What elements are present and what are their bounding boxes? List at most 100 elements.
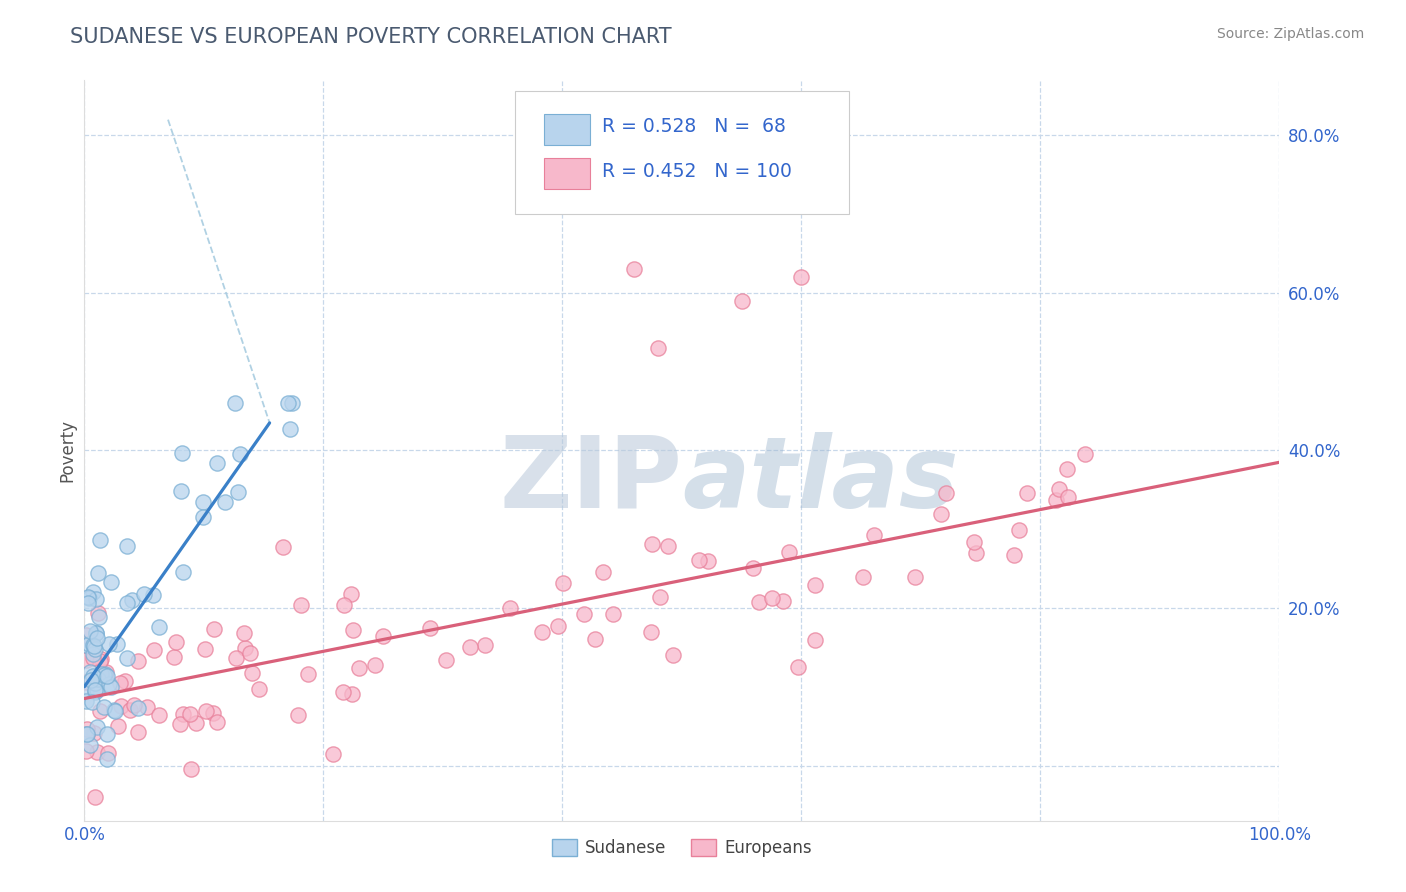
Point bbox=[322, 747, 344, 761]
Point bbox=[650, 590, 672, 604]
Legend: Sudanese, Europeans: Sudanese, Europeans bbox=[546, 832, 818, 864]
Point bbox=[117, 596, 139, 610]
Point bbox=[75, 693, 97, 707]
Point bbox=[641, 536, 664, 550]
Point bbox=[93, 667, 115, 681]
Point bbox=[205, 456, 228, 470]
Point bbox=[115, 650, 138, 665]
Point bbox=[232, 626, 254, 640]
Point bbox=[574, 607, 596, 621]
Point bbox=[778, 545, 800, 559]
Point bbox=[863, 528, 886, 542]
Point bbox=[474, 638, 496, 652]
Point bbox=[89, 705, 111, 719]
Point bbox=[172, 565, 194, 579]
Point bbox=[96, 752, 118, 766]
Point bbox=[852, 569, 875, 583]
Point bbox=[84, 676, 107, 690]
Point bbox=[332, 685, 354, 699]
Point bbox=[364, 658, 387, 673]
Point bbox=[214, 495, 236, 509]
Point bbox=[79, 665, 101, 679]
Point bbox=[179, 706, 201, 721]
Point bbox=[77, 596, 100, 610]
Point bbox=[84, 592, 107, 607]
Point bbox=[86, 683, 108, 698]
Point bbox=[191, 509, 214, 524]
Point bbox=[90, 652, 112, 666]
Text: ZIP: ZIP bbox=[499, 432, 682, 529]
Point bbox=[86, 631, 108, 645]
Point bbox=[803, 633, 825, 648]
Point bbox=[114, 673, 136, 688]
Point bbox=[226, 484, 249, 499]
Text: Source: ZipAtlas.com: Source: ZipAtlas.com bbox=[1216, 27, 1364, 41]
Point bbox=[547, 618, 569, 632]
Point bbox=[127, 701, 149, 715]
Point bbox=[347, 660, 370, 674]
Point bbox=[172, 446, 194, 460]
Point bbox=[121, 593, 143, 607]
Point bbox=[247, 681, 270, 696]
Point bbox=[202, 623, 225, 637]
Point bbox=[647, 341, 669, 355]
Point bbox=[148, 707, 170, 722]
Point bbox=[516, 191, 538, 205]
Point bbox=[458, 640, 481, 654]
Point bbox=[86, 625, 108, 640]
Point bbox=[75, 744, 97, 758]
Point bbox=[110, 699, 132, 714]
Point bbox=[90, 667, 112, 681]
Point bbox=[163, 650, 186, 665]
Point bbox=[97, 637, 120, 651]
Point bbox=[97, 746, 120, 760]
Point bbox=[76, 722, 98, 736]
Point bbox=[77, 590, 100, 604]
Point bbox=[1008, 523, 1031, 537]
Point bbox=[142, 588, 165, 602]
Point bbox=[225, 650, 247, 665]
Text: R = 0.452   N = 100: R = 0.452 N = 100 bbox=[602, 161, 792, 181]
Point bbox=[82, 669, 104, 683]
Point bbox=[96, 727, 118, 741]
Point bbox=[105, 637, 128, 651]
Point bbox=[224, 396, 246, 410]
Point bbox=[84, 642, 107, 657]
Point bbox=[963, 534, 986, 549]
Point bbox=[742, 560, 765, 574]
Point bbox=[148, 620, 170, 634]
Point bbox=[195, 704, 218, 718]
Point bbox=[772, 594, 794, 608]
Point bbox=[239, 646, 262, 660]
Point bbox=[89, 533, 111, 548]
Point bbox=[640, 624, 662, 639]
Point bbox=[233, 640, 256, 655]
Point bbox=[82, 638, 104, 652]
Point bbox=[229, 447, 252, 461]
Point bbox=[1045, 493, 1067, 508]
Point bbox=[87, 606, 110, 620]
Point bbox=[340, 687, 363, 701]
Point bbox=[184, 715, 207, 730]
Point bbox=[240, 665, 263, 680]
Point bbox=[371, 629, 394, 643]
Point bbox=[87, 610, 110, 624]
Point bbox=[202, 706, 225, 721]
Point bbox=[79, 738, 101, 752]
Point bbox=[191, 495, 214, 509]
Point bbox=[935, 485, 957, 500]
Y-axis label: Poverty: Poverty bbox=[58, 419, 76, 482]
Point bbox=[419, 621, 441, 635]
Point bbox=[132, 587, 155, 601]
Point bbox=[169, 716, 191, 731]
Point bbox=[135, 699, 157, 714]
Point bbox=[117, 539, 139, 553]
Point bbox=[84, 625, 107, 640]
Point bbox=[122, 698, 145, 713]
Point bbox=[602, 607, 624, 621]
Point bbox=[104, 704, 127, 718]
Point bbox=[205, 715, 228, 730]
Point bbox=[120, 703, 142, 717]
Point bbox=[82, 585, 104, 599]
Point bbox=[661, 648, 683, 662]
